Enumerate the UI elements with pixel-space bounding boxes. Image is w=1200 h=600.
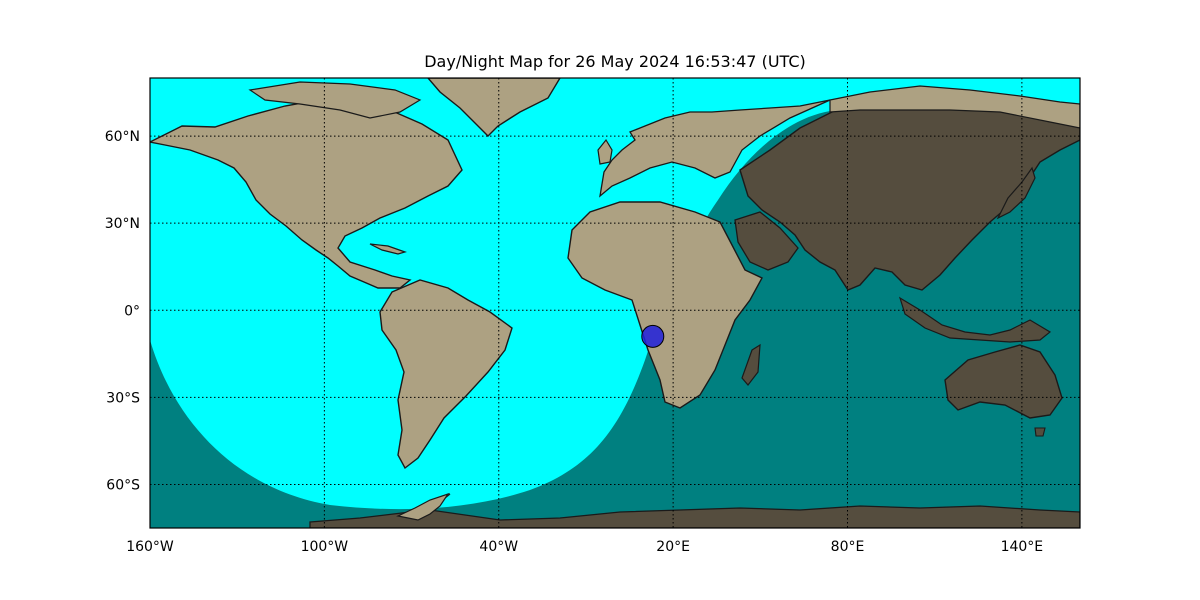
- graticule: [150, 78, 1080, 528]
- x-tick-label: 140°E: [1001, 539, 1044, 555]
- landmass-cuba: [369, 243, 407, 255]
- y-tick-label: 60°N: [105, 129, 140, 145]
- landmass-uk: [597, 138, 613, 165]
- landmass-antarctic-peninsula: [396, 492, 450, 521]
- landmass-australia: [944, 344, 1063, 419]
- y-tick-label: 0°: [124, 303, 140, 319]
- landmass-africa: [567, 201, 763, 409]
- map-frame: [149, 77, 1081, 529]
- x-tick-label: 100°W: [301, 539, 349, 555]
- y-tick-label: 60°S: [106, 477, 140, 493]
- y-axis-ticks: 60°N 30°N 0° 30°S 60°S: [105, 129, 140, 493]
- landmass-arabia: [734, 211, 799, 271]
- landmass-arctic-sunlit: [829, 85, 1080, 129]
- x-tick-label: 20°E: [656, 539, 690, 555]
- landmass-europe: [599, 99, 831, 198]
- x-tick-label: 160°W: [126, 539, 174, 555]
- landmass-japan: [996, 166, 1036, 220]
- y-tick-label: 30°S: [106, 390, 140, 406]
- y-tick-label: 30°N: [105, 216, 140, 232]
- subsolar-point-marker: [641, 324, 665, 348]
- x-tick-label: 80°E: [831, 539, 865, 555]
- landmass-south-america: [379, 279, 513, 470]
- x-axis-ticks: 160°W 100°W 40°W 20°E 80°E 140°E: [126, 539, 1043, 555]
- landmass-arctic-islands: [248, 81, 422, 119]
- landmass-madagascar: [741, 343, 761, 386]
- landmass-tasmania: [1034, 427, 1046, 437]
- x-tick-label: 40°W: [479, 539, 518, 555]
- landmass-indonesia: [898, 296, 1052, 343]
- map-title: Day/Night Map for 26 May 2024 16:53:47 (…: [424, 52, 806, 71]
- landmass-greenland: [427, 78, 561, 137]
